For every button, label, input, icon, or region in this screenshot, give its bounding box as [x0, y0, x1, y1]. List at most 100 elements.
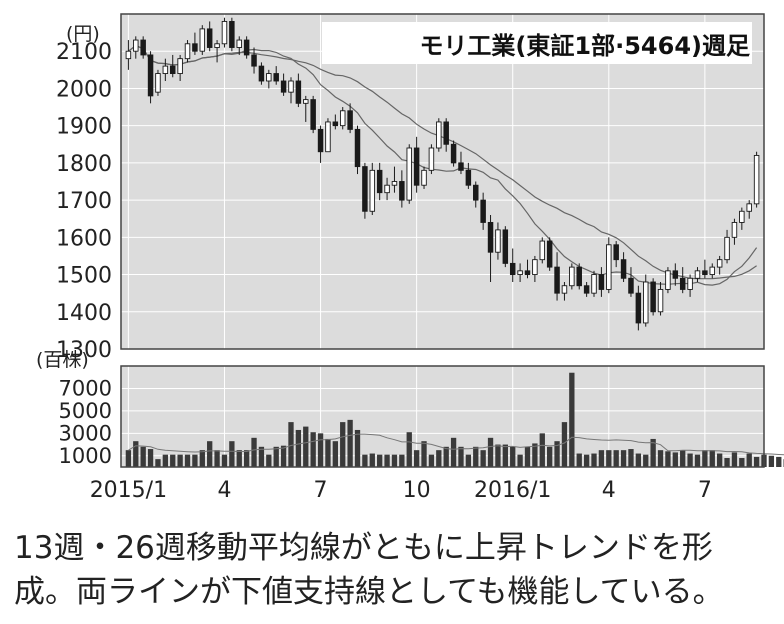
- candle: [532, 255, 538, 282]
- candle: [716, 255, 723, 275]
- volume-bar: [709, 450, 715, 467]
- candle: [561, 282, 568, 301]
- candle: [303, 95, 309, 122]
- candle: [369, 162, 376, 215]
- candle-body: [739, 210, 745, 223]
- candle-body: [133, 39, 139, 52]
- candle-body: [229, 20, 235, 48]
- candle: [273, 66, 279, 85]
- candle: [583, 282, 590, 297]
- candle-body: [243, 39, 250, 56]
- volume-bar: [266, 454, 272, 467]
- candle-body: [310, 99, 316, 130]
- candle-body: [458, 162, 464, 171]
- price-tick-label: 1800: [56, 152, 112, 177]
- volume-tick-label: 5000: [59, 399, 112, 423]
- volume-bar: [251, 437, 257, 467]
- candle-body: [465, 169, 472, 186]
- candle-body: [347, 110, 353, 130]
- volume-bar: [369, 453, 375, 467]
- volume-bar: [657, 450, 664, 467]
- candle: [317, 125, 324, 163]
- candle-body: [709, 266, 716, 276]
- candle-body: [184, 43, 191, 60]
- candle: [162, 58, 169, 81]
- candle-body: [502, 229, 509, 264]
- volume-bar: [399, 454, 405, 467]
- candle-body: [687, 277, 693, 290]
- candle: [266, 69, 272, 89]
- volume-plot-background: [121, 366, 764, 467]
- candle-body: [561, 285, 568, 294]
- volume-bar: [739, 458, 745, 467]
- candle-body: [650, 281, 656, 313]
- candle-body: [273, 73, 279, 82]
- volume-bar: [317, 433, 324, 467]
- volume-bar: [569, 372, 575, 467]
- volume-bar: [384, 454, 390, 467]
- volume-bar: [473, 446, 479, 467]
- volume-bar: [221, 454, 228, 467]
- candle-body: [436, 121, 442, 149]
- volume-bar: [672, 452, 678, 467]
- candle: [221, 17, 228, 48]
- candle: [591, 270, 597, 297]
- volume-bar: [613, 450, 619, 467]
- candle-body: [339, 110, 346, 127]
- volume-bar: [458, 446, 464, 467]
- volume-bar: [436, 450, 442, 467]
- volume-bar: [155, 459, 161, 467]
- candle: [635, 285, 642, 331]
- price-tick-label: 2000: [56, 77, 112, 102]
- volume-bar: [340, 422, 346, 467]
- volume-bar: [694, 454, 701, 467]
- volume-bar: [606, 450, 612, 467]
- candle-body: [214, 43, 220, 48]
- candle: [554, 252, 560, 301]
- candle: [399, 170, 405, 208]
- candle: [384, 177, 390, 201]
- candle-body: [643, 281, 649, 324]
- candle: [657, 282, 664, 316]
- volume-bar: [724, 458, 730, 467]
- candle-body: [731, 221, 738, 238]
- candle: [480, 192, 486, 230]
- volume-bar: [391, 454, 398, 467]
- price-tick-label: 1500: [56, 264, 112, 289]
- candle-body: [147, 54, 154, 97]
- candle-body: [628, 277, 634, 294]
- candle: [606, 237, 612, 294]
- candle: [339, 107, 346, 130]
- price-plot-background: [121, 14, 764, 349]
- candle: [199, 25, 206, 55]
- candle: [598, 267, 605, 297]
- candle-body: [450, 143, 457, 164]
- volume-bar: [199, 450, 205, 467]
- volume-bar: [428, 454, 435, 467]
- price-tick-labels: 2100 2000 1900 1800 1700 1600 1500 1400 1300: [56, 40, 112, 363]
- volume-bar: [236, 450, 242, 467]
- volume-bar: [598, 450, 605, 467]
- volume-bar: [377, 454, 383, 467]
- candle: [229, 17, 235, 52]
- candle-body: [620, 259, 627, 279]
- candle-body: [280, 80, 287, 93]
- volume-bar: [303, 426, 309, 467]
- candle: [332, 114, 339, 130]
- volume-bar: [125, 450, 132, 467]
- candle: [643, 274, 649, 327]
- candle-body: [169, 65, 176, 75]
- candle: [487, 215, 494, 282]
- volume-bar: [532, 443, 538, 467]
- candle: [236, 36, 242, 55]
- candle-body: [332, 121, 339, 127]
- candle: [450, 140, 457, 167]
- candle-body: [428, 147, 435, 171]
- price-tick-label: 1700: [56, 189, 112, 214]
- candle-body: [702, 270, 708, 276]
- volume-bar: [177, 454, 183, 467]
- candle-body: [546, 240, 553, 268]
- price-plot-frame: [120, 13, 765, 350]
- candle-body: [613, 244, 619, 261]
- candle-body: [517, 270, 523, 276]
